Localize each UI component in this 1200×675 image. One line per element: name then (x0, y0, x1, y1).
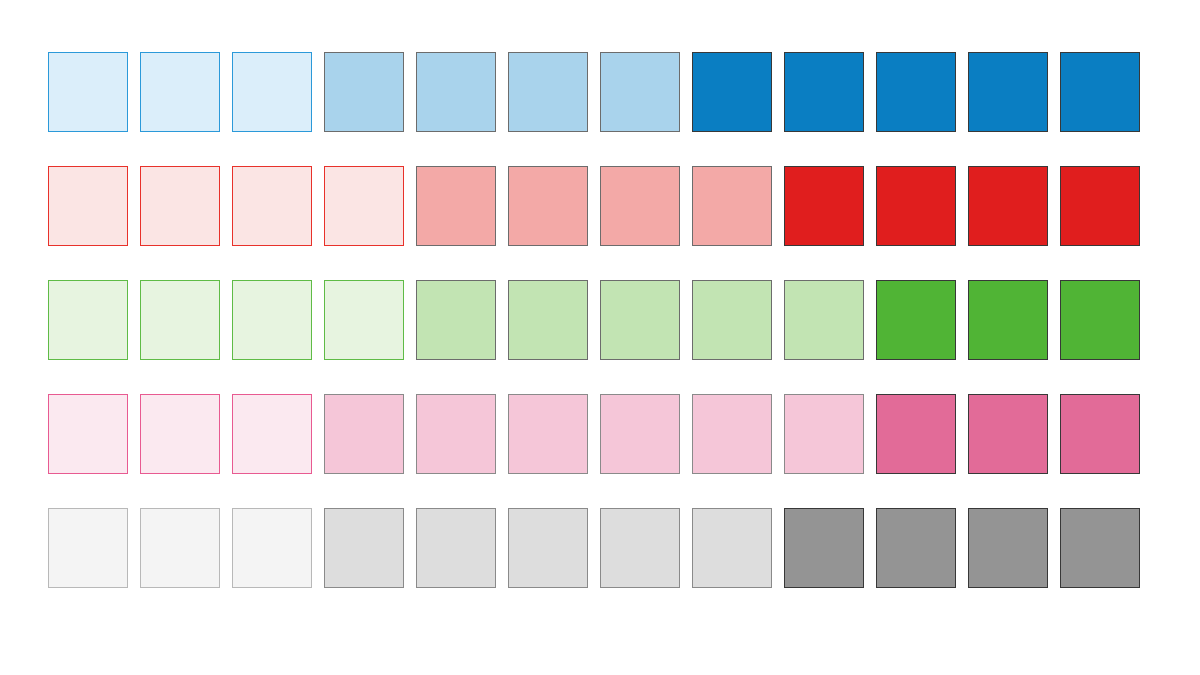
swatch (324, 394, 404, 474)
swatch (692, 52, 772, 132)
swatch (324, 508, 404, 588)
swatch (600, 280, 680, 360)
swatch (784, 166, 864, 246)
swatch (968, 166, 1048, 246)
swatch (876, 394, 956, 474)
swatch (508, 52, 588, 132)
swatch (416, 508, 496, 588)
swatch (140, 52, 220, 132)
swatch (324, 166, 404, 246)
swatch (1060, 166, 1140, 246)
swatch (1060, 52, 1140, 132)
swatch (508, 394, 588, 474)
swatch (968, 280, 1048, 360)
swatch (48, 394, 128, 474)
swatch (48, 52, 128, 132)
palette-row-red (48, 166, 1152, 246)
swatch (692, 166, 772, 246)
swatch (784, 508, 864, 588)
swatch (600, 508, 680, 588)
swatch (1060, 508, 1140, 588)
swatch (140, 508, 220, 588)
palette-row-blue (48, 52, 1152, 132)
swatch (416, 52, 496, 132)
swatch (508, 166, 588, 246)
swatch (1060, 280, 1140, 360)
swatch (48, 508, 128, 588)
swatch (1060, 394, 1140, 474)
swatch (784, 280, 864, 360)
swatch (140, 166, 220, 246)
swatch (692, 508, 772, 588)
swatch (692, 394, 772, 474)
swatch (508, 508, 588, 588)
swatch (140, 394, 220, 474)
swatch (508, 280, 588, 360)
swatch (692, 280, 772, 360)
swatch (232, 280, 312, 360)
swatch (968, 52, 1048, 132)
palette-row-green (48, 280, 1152, 360)
swatch (876, 166, 956, 246)
swatch (232, 508, 312, 588)
swatch (876, 280, 956, 360)
swatch (324, 52, 404, 132)
swatch (232, 394, 312, 474)
swatch (416, 280, 496, 360)
swatch (600, 394, 680, 474)
swatch (968, 508, 1048, 588)
swatch (784, 394, 864, 474)
swatch (140, 280, 220, 360)
palette-row-pink (48, 394, 1152, 474)
swatch (876, 52, 956, 132)
palette-row-gray (48, 508, 1152, 588)
swatch (600, 52, 680, 132)
swatch (968, 394, 1048, 474)
swatch (48, 166, 128, 246)
swatch (232, 166, 312, 246)
swatch (48, 280, 128, 360)
swatch (416, 166, 496, 246)
swatch (416, 394, 496, 474)
color-palette-grid (48, 52, 1152, 588)
swatch (784, 52, 864, 132)
swatch (600, 166, 680, 246)
swatch (876, 508, 956, 588)
swatch (324, 280, 404, 360)
swatch (232, 52, 312, 132)
